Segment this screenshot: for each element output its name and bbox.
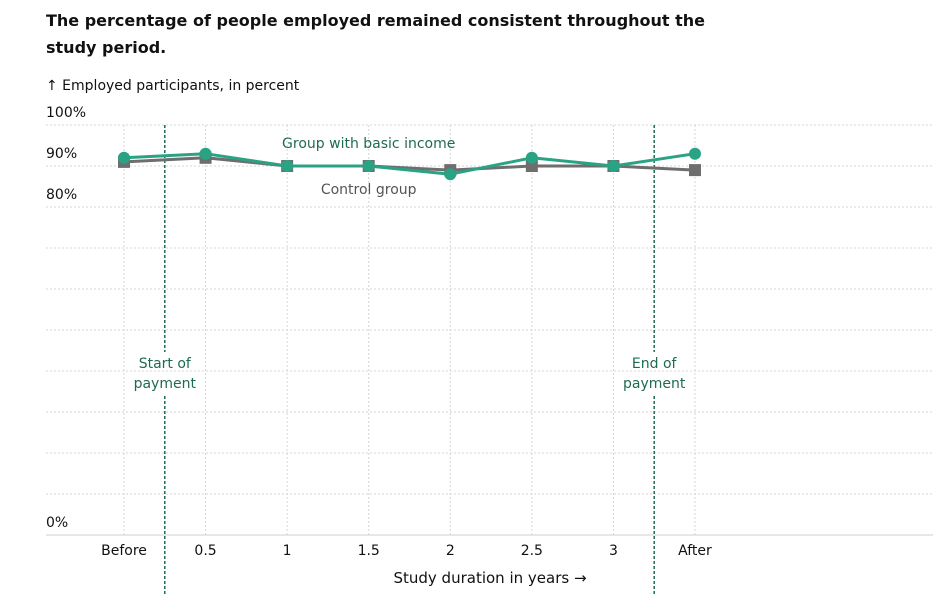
basic-income-point-7: [688, 147, 701, 160]
series-line-0: [123, 152, 696, 176]
control-point-5: [525, 160, 538, 172]
series-label-basic-income: Group with basic income: [282, 136, 455, 152]
x-tick-label: 2.5: [521, 543, 543, 559]
basic-income-point-2: [281, 160, 294, 172]
x-tick-label: 1.5: [358, 543, 380, 559]
annotation-label: End of: [632, 356, 678, 372]
basic-income-point-0: [118, 151, 130, 164]
x-tick-label: 1: [283, 543, 292, 559]
basic-income-point-5: [525, 151, 538, 164]
series-label-control: Control group: [321, 182, 417, 198]
control-point-7: [688, 164, 701, 177]
basic-income-point-1: [199, 147, 212, 160]
y-tick-80: 80%: [46, 187, 78, 203]
x-tick-label: 3: [609, 543, 618, 559]
y-tick-0: 0%: [46, 515, 69, 531]
x-tick-label: After: [678, 543, 712, 559]
y-axis-label: ↑ Employed participants, in percent: [46, 78, 300, 94]
y-tick-90: 90%: [46, 146, 78, 162]
x-tick-label: 0.5: [194, 543, 216, 559]
annotation-label: Start of: [139, 356, 192, 372]
x-tick-label: Before: [101, 543, 147, 559]
x-axis-label: Study duration in years →: [393, 569, 587, 587]
annotation-label: payment: [623, 376, 686, 392]
basic-income-point-4: [444, 168, 457, 181]
x-tick-label: 2: [446, 543, 455, 559]
y-tick-100: 100%: [46, 105, 87, 121]
basic-income-point-3: [362, 160, 375, 172]
chart-title: The percentage of people employed remain…: [46, 11, 706, 57]
annotation-label: payment: [134, 376, 197, 392]
basic-income-point-6: [607, 160, 620, 172]
